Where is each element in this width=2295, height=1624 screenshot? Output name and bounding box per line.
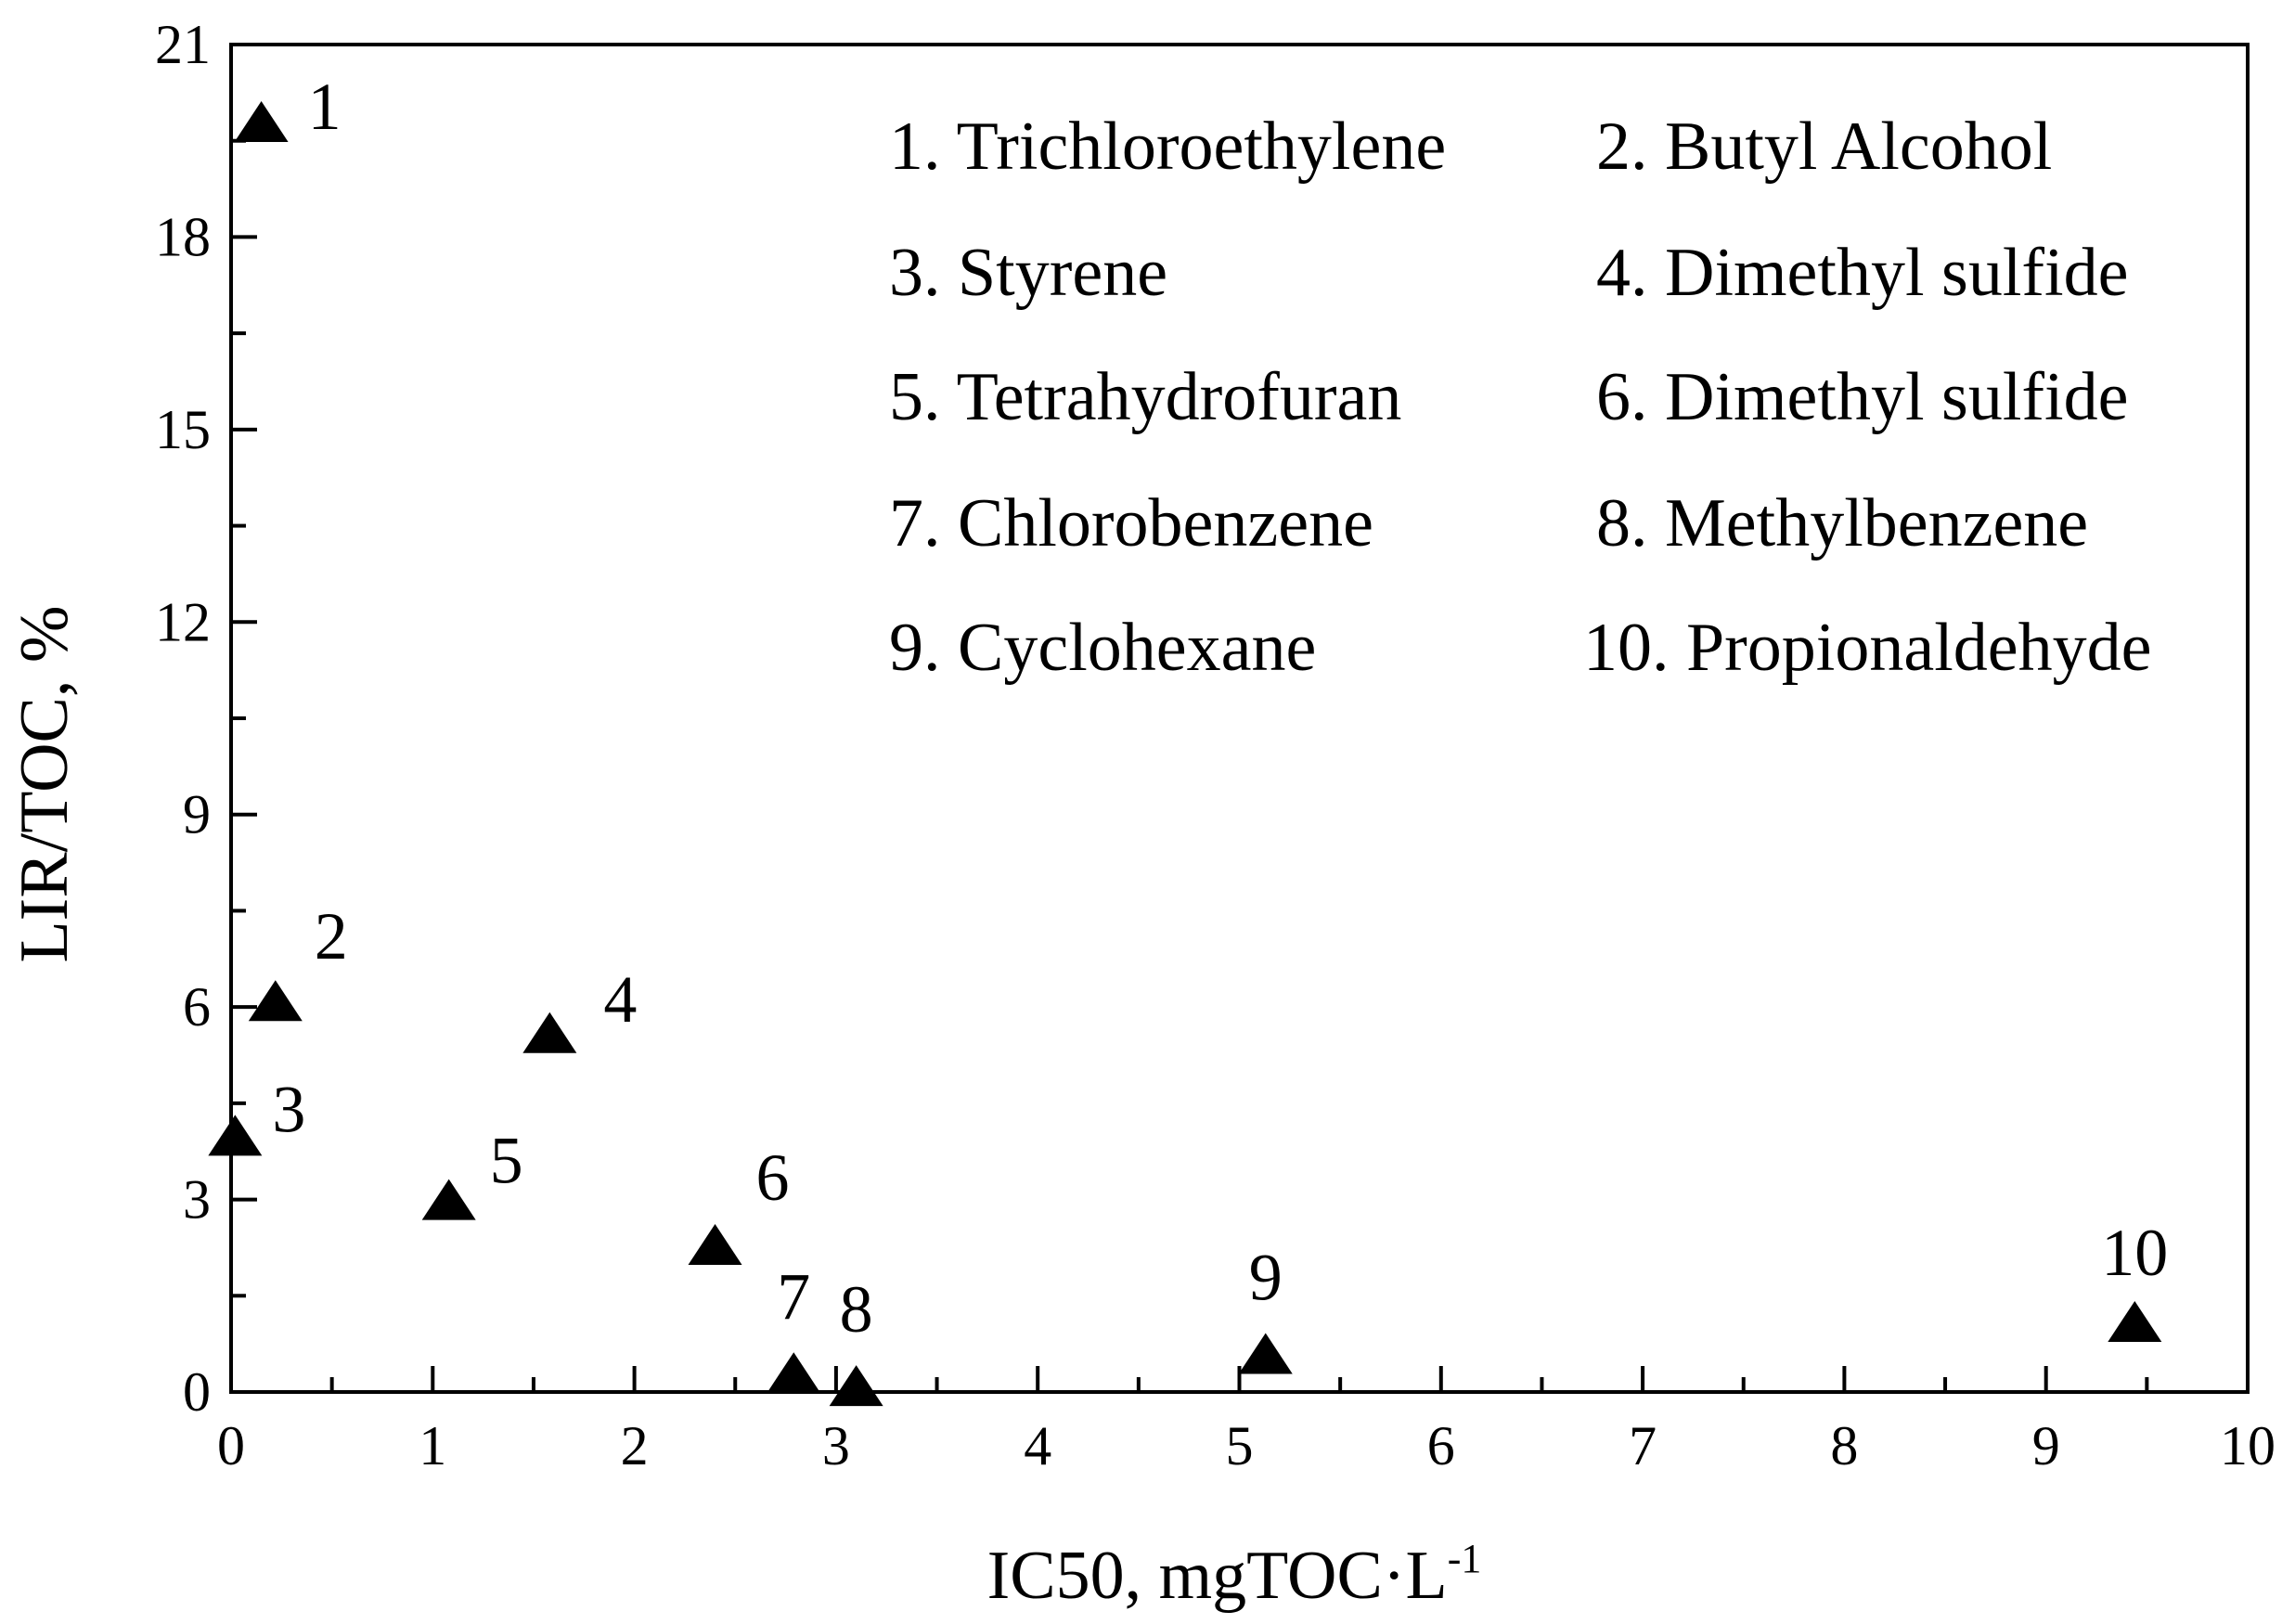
x-axis-title: IC50, mgTOC·L-1: [987, 1536, 1482, 1614]
data-point-marker: [234, 100, 289, 142]
y-tick-label: 0: [183, 1361, 211, 1423]
x-axis-title-main: IC50, mgTOC·L: [987, 1538, 1448, 1614]
data-point-label: 3: [272, 1072, 305, 1146]
legend-entry: 7. Chlorobenzene: [889, 485, 1373, 561]
data-point-marker: [829, 1365, 883, 1407]
data-point-label: 1: [308, 70, 342, 144]
y-tick-label: 12: [155, 591, 211, 652]
legend-entry: 8. Methylbenzene: [1596, 485, 2088, 561]
y-axis-title: LIR/TOC, %: [6, 605, 83, 962]
legend-entry: 4. Dimethyl sulfide: [1596, 235, 2128, 311]
data-point-label: 5: [490, 1124, 523, 1198]
data-points: 1 2 3 4 5 6 7 8 9 10: [208, 70, 2168, 1407]
x-tick-label: 9: [2032, 1415, 2060, 1476]
data-point-marker: [1238, 1333, 1293, 1374]
data-point-marker: [248, 980, 303, 1022]
x-tick-label: 5: [1226, 1415, 1254, 1476]
x-tick-label: 2: [621, 1415, 649, 1476]
data-point-label: 2: [315, 899, 348, 973]
data-point-label: 10: [2101, 1216, 2168, 1290]
y-tick-label: 15: [155, 399, 211, 460]
y-tick-label: 9: [183, 784, 211, 845]
data-point-marker: [2108, 1300, 2162, 1342]
x-tick-label: 6: [1427, 1415, 1455, 1476]
y-tick-label: 3: [183, 1169, 211, 1231]
y-tick-label: 6: [183, 976, 211, 1038]
x-tick-label: 7: [1629, 1415, 1657, 1476]
data-point-marker: [208, 1115, 263, 1156]
legend-entry: 10. Propionaldehyde: [1583, 610, 2151, 686]
data-point-label: 9: [1249, 1241, 1283, 1315]
x-tick-label: 0: [217, 1415, 245, 1476]
legend-entry: 3. Styrene: [889, 235, 1167, 311]
y-tick-label: 21: [155, 14, 211, 75]
data-point-marker: [522, 1012, 577, 1053]
x-axis-title-superscript: -1: [1448, 1536, 1482, 1581]
legend-entry: 9. Cyclohexane: [889, 610, 1316, 686]
legend-entry: 2. Butyl Alcohol: [1596, 109, 2052, 185]
data-point-label: 7: [777, 1259, 810, 1334]
data-point-marker: [421, 1179, 476, 1220]
legend: 1. Trichloroethylene 2. Butyl Alcohol 3. S…: [889, 109, 2151, 686]
data-point-marker: [688, 1223, 742, 1265]
x-tick-label: 3: [822, 1415, 850, 1476]
x-tick-label: 8: [1830, 1415, 1858, 1476]
data-point-label: 8: [840, 1272, 873, 1347]
x-tick-label: 10: [2220, 1415, 2276, 1476]
legend-entry: 5. Tetrahydrofuran: [889, 359, 1401, 435]
x-tick-label: 4: [1024, 1415, 1051, 1476]
legend-entry: 1. Trichloroethylene: [889, 109, 1446, 185]
data-point-label: 4: [603, 962, 637, 1037]
data-point-marker: [767, 1352, 821, 1394]
data-point-label: 6: [756, 1141, 790, 1215]
y-tick-label: 18: [155, 206, 211, 267]
legend-entry: 6. Dimethyl sulfide: [1596, 359, 2128, 435]
x-tick-label: 1: [419, 1415, 446, 1476]
